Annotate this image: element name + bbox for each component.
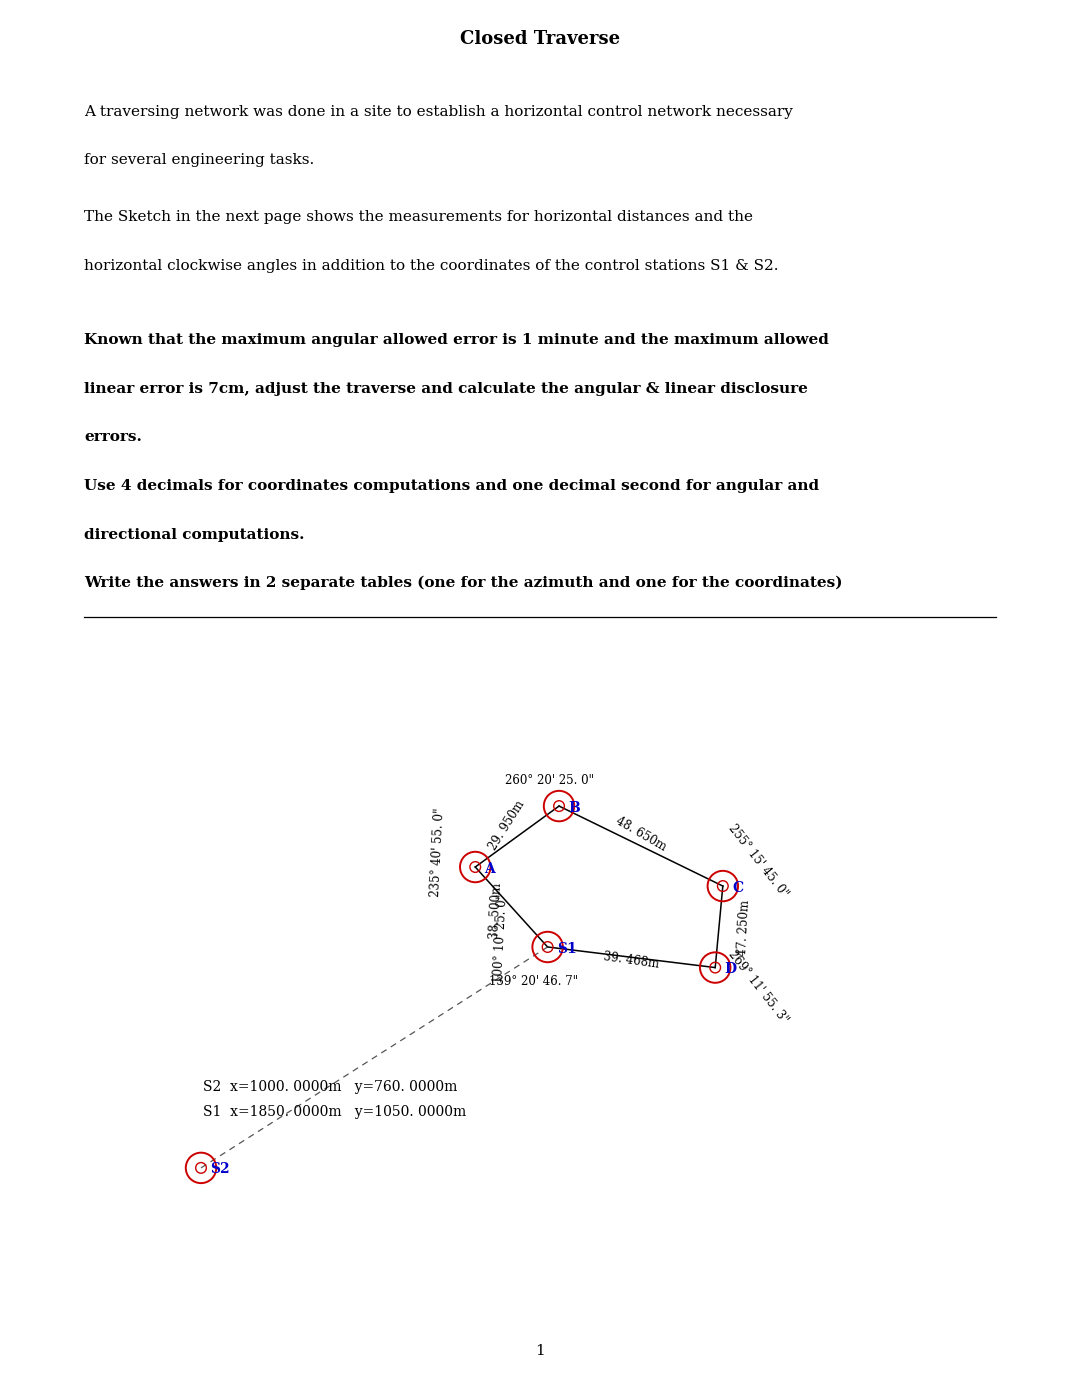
- Text: Write the answers in 2 separate tables (one for the azimuth and one for the coor: Write the answers in 2 separate tables (…: [84, 576, 842, 590]
- Text: linear error is 7cm, adjust the traverse and calculate the angular & linear disc: linear error is 7cm, adjust the traverse…: [84, 382, 808, 396]
- Text: 39. 468m: 39. 468m: [603, 950, 660, 971]
- Text: S2  x=1000. 0000m   y=760. 0000m: S2 x=1000. 0000m y=760. 0000m: [203, 1080, 458, 1094]
- Text: S1: S1: [557, 942, 577, 956]
- Text: 48. 650m: 48. 650m: [613, 814, 669, 855]
- Text: S2: S2: [211, 1162, 230, 1176]
- Text: S1  x=1850. 0000m   y=1050. 0000m: S1 x=1850. 0000m y=1050. 0000m: [203, 1105, 467, 1119]
- Text: C: C: [732, 881, 743, 895]
- Text: 100° 10' 25. 0": 100° 10' 25. 0": [491, 893, 509, 983]
- Text: D: D: [725, 963, 737, 976]
- Text: errors.: errors.: [84, 431, 143, 445]
- Text: 29. 950m: 29. 950m: [486, 798, 527, 852]
- Text: Known that the maximum angular allowed error is 1 minute and the maximum allowed: Known that the maximum angular allowed e…: [84, 334, 829, 348]
- Text: 269° 11' 55. 3": 269° 11' 55. 3": [726, 949, 791, 1026]
- Text: 235° 40' 55. 0": 235° 40' 55. 0": [429, 807, 447, 896]
- Text: A: A: [485, 861, 495, 875]
- Text: for several engineering tasks.: for several engineering tasks.: [84, 154, 314, 168]
- Text: B: B: [568, 801, 580, 814]
- Text: Use 4 decimals for coordinates computations and one decimal second for angular a: Use 4 decimals for coordinates computati…: [84, 479, 820, 493]
- Text: A traversing network was done in a site to establish a horizontal control networ: A traversing network was done in a site …: [84, 105, 793, 119]
- Text: directional computations.: directional computations.: [84, 528, 305, 542]
- Text: 255° 15' 45. 0": 255° 15' 45. 0": [726, 821, 791, 900]
- Text: 1: 1: [535, 1343, 545, 1357]
- Text: Closed Traverse: Closed Traverse: [460, 30, 620, 48]
- Text: 260° 20' 25. 0": 260° 20' 25. 0": [505, 774, 594, 788]
- Text: 38. 500m: 38. 500m: [488, 882, 503, 939]
- Text: 139° 20' 46. 7": 139° 20' 46. 7": [489, 975, 579, 988]
- Text: 47. 250m: 47. 250m: [737, 900, 752, 956]
- Text: horizontal clockwise angles in addition to the coordinates of the control statio: horizontal clockwise angles in addition …: [84, 259, 779, 273]
- Text: The Sketch in the next page shows the measurements for horizontal distances and : The Sketch in the next page shows the me…: [84, 211, 753, 224]
